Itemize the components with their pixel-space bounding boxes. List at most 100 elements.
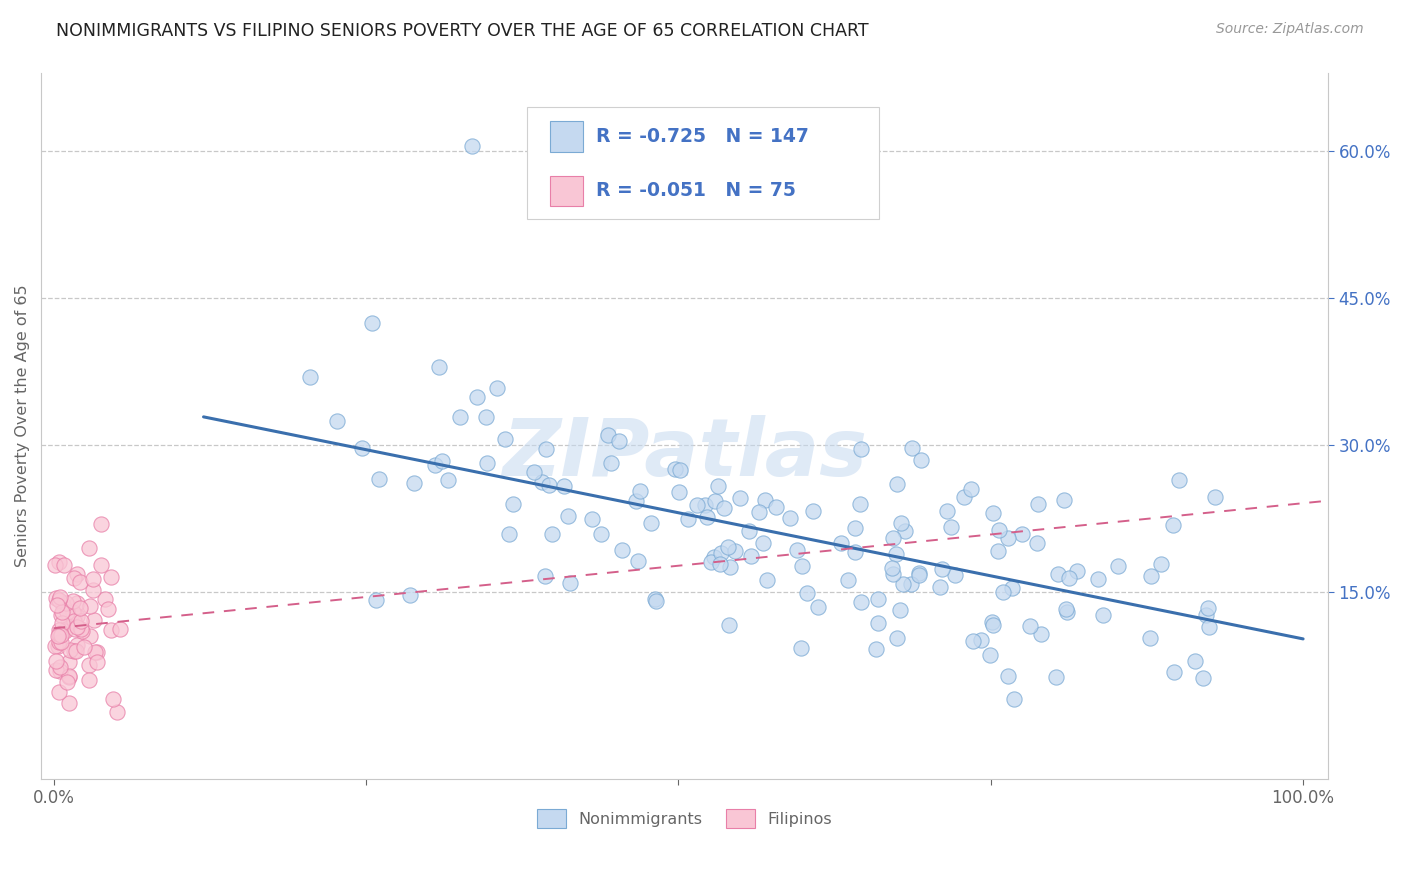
Point [523, 465, 546, 479]
Point [953, 490, 976, 504]
Point [596, 428, 619, 442]
Point [1054, 602, 1077, 616]
Point [69, 614, 91, 628]
Point [65, 644, 87, 658]
Point [51, 607, 73, 622]
Point [534, 442, 557, 456]
Point [540, 527, 562, 541]
Point [581, 512, 603, 526]
Point [79, 599, 101, 613]
Point [498, 527, 520, 541]
Point [66, 608, 89, 623]
Point [765, 500, 787, 515]
Point [882, 531, 904, 545]
Point [599, 456, 621, 470]
Point [893, 524, 915, 539]
Point [790, 640, 813, 655]
Point [48, 623, 70, 637]
Point [51, 615, 73, 630]
Point [1198, 619, 1220, 633]
Point [1066, 564, 1088, 578]
Point [931, 561, 953, 575]
Point [717, 617, 740, 632]
Point [880, 561, 903, 575]
Point [886, 631, 908, 645]
Point [48, 590, 70, 604]
Point [752, 536, 775, 550]
Point [53, 624, 76, 638]
Point [49, 659, 72, 673]
Point [77, 657, 100, 672]
Point [678, 511, 700, 525]
Point [900, 577, 922, 591]
Point [981, 506, 1004, 520]
Point [427, 360, 450, 375]
Point [467, 390, 489, 404]
Point [1139, 631, 1161, 645]
Point [485, 381, 508, 395]
Point [86, 655, 108, 669]
Point [837, 573, 859, 587]
Point [63, 607, 86, 622]
Point [710, 546, 733, 560]
Point [531, 475, 554, 489]
Point [77, 673, 100, 688]
Point [45, 654, 67, 668]
Point [56, 612, 79, 626]
Point [1026, 536, 1049, 550]
Point [644, 591, 666, 606]
Point [748, 504, 770, 518]
Point [44, 558, 66, 572]
Point [706, 479, 728, 493]
Point [63, 644, 86, 658]
Point [849, 595, 872, 609]
Point [51, 606, 73, 620]
Point [830, 535, 852, 549]
Point [1019, 618, 1042, 632]
Point [981, 615, 1004, 629]
Point [943, 568, 966, 582]
Point [66, 566, 89, 581]
Point [997, 669, 1019, 683]
Point [477, 456, 499, 470]
Point [69, 575, 91, 590]
Point [713, 500, 735, 515]
Point [1168, 474, 1191, 488]
Text: Source: ZipAtlas.com: Source: ZipAtlas.com [1216, 22, 1364, 37]
Point [66, 596, 89, 610]
Point [52, 598, 75, 612]
Point [368, 472, 391, 486]
Point [62, 594, 84, 608]
Point [399, 588, 422, 602]
Point [82, 572, 104, 586]
Point [86, 644, 108, 658]
Point [1002, 692, 1025, 706]
Point [1107, 559, 1129, 574]
Point [1194, 607, 1216, 622]
Point [844, 521, 866, 535]
Point [63, 571, 86, 585]
Point [979, 648, 1001, 662]
Point [361, 316, 384, 330]
Point [502, 497, 524, 511]
Point [534, 568, 557, 582]
Text: NONIMMIGRANTS VS FILIPINO SENIORS POVERTY OVER THE AGE OF 65 CORRELATION CHART: NONIMMIGRANTS VS FILIPINO SENIORS POVERT… [56, 22, 869, 40]
Point [886, 477, 908, 491]
Point [627, 554, 650, 568]
Text: R = -0.051   N = 75: R = -0.051 N = 75 [596, 181, 796, 201]
Point [59, 642, 82, 657]
Point [1045, 670, 1067, 684]
Point [740, 549, 762, 563]
Point [58, 656, 80, 670]
Point [100, 570, 122, 584]
Point [105, 706, 128, 720]
Point [62, 605, 84, 619]
Point [79, 629, 101, 643]
Legend: Nonimmigrants, Filipinos: Nonimmigrants, Filipinos [530, 803, 839, 834]
Point [807, 599, 830, 614]
Point [45, 663, 67, 677]
Point [997, 531, 1019, 545]
Text: ZIPatlas: ZIPatlas [502, 415, 868, 493]
Point [754, 493, 776, 508]
Point [1001, 581, 1024, 595]
